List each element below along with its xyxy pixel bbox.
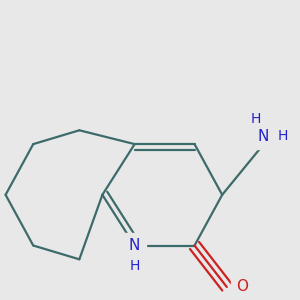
Text: H: H [278, 129, 288, 143]
Text: H: H [130, 259, 140, 273]
Text: N: N [129, 238, 140, 253]
Text: H: H [251, 112, 261, 125]
Text: N: N [258, 129, 269, 144]
Text: O: O [236, 280, 248, 295]
